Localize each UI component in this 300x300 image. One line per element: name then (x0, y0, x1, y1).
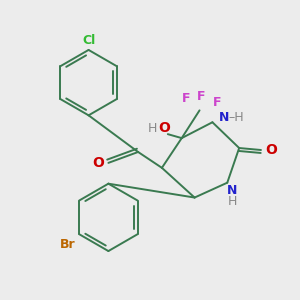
Text: N: N (227, 184, 237, 197)
Text: H: H (227, 195, 237, 208)
Text: F: F (182, 92, 190, 105)
Text: –H: –H (228, 111, 244, 124)
Text: O: O (92, 156, 104, 170)
Text: F: F (213, 96, 222, 109)
Text: H: H (147, 122, 157, 135)
Text: O: O (265, 143, 277, 157)
Text: Br: Br (59, 238, 75, 250)
Text: N: N (219, 111, 230, 124)
Text: Cl: Cl (82, 34, 95, 46)
Text: F: F (197, 90, 206, 103)
Text: O: O (158, 121, 170, 135)
